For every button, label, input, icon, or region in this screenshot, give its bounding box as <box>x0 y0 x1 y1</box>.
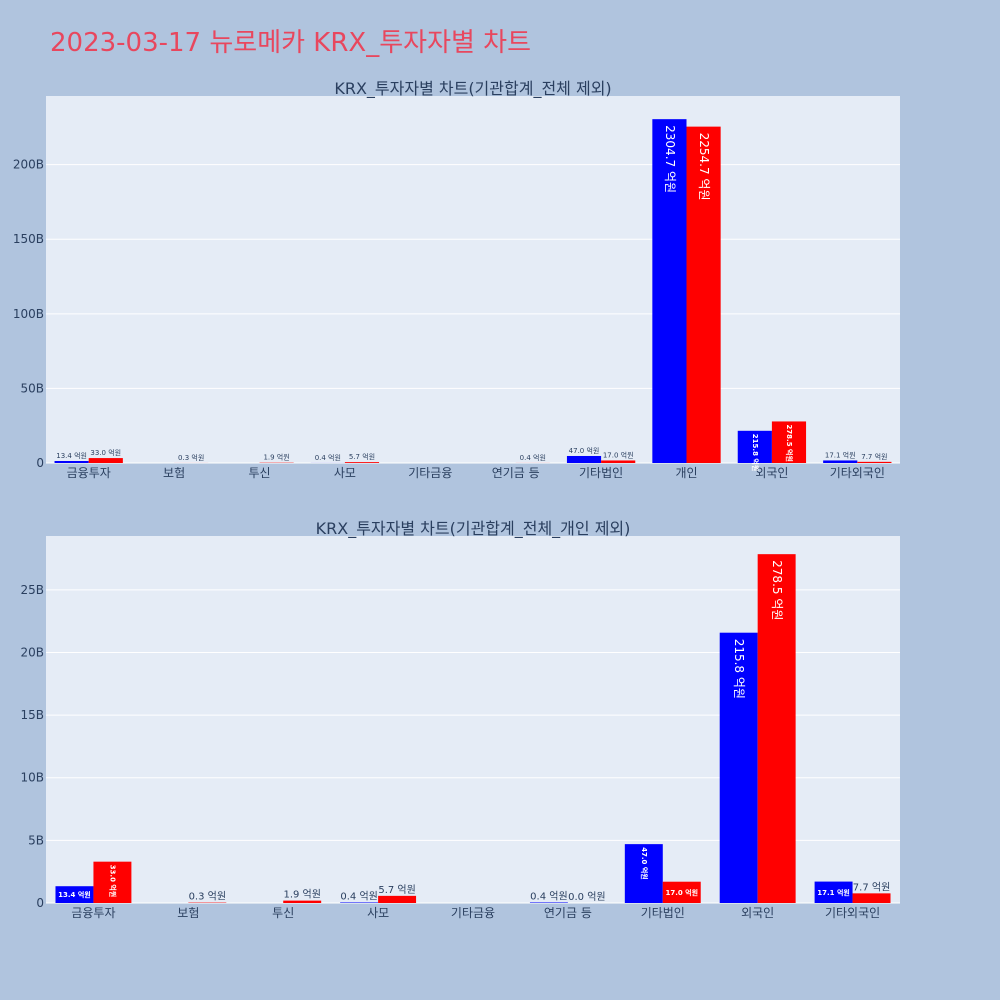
bar-data-label: 47.0 억원 <box>569 446 600 455</box>
x-tick-label: 외국인 <box>741 906 774 920</box>
bar-data-label: 0.3 억원 <box>178 453 204 462</box>
bar-data-label: 1.9 억원 <box>283 889 320 901</box>
bar <box>529 902 568 903</box>
bar-data-label: 17.0 억원 <box>603 450 634 459</box>
bar <box>662 881 701 903</box>
bar <box>340 902 379 903</box>
bar-data-label: 0.4 억원 <box>520 453 546 462</box>
x-tick-label: 기타금융 <box>408 466 452 480</box>
bar-data-label: 13.4 억원 <box>58 890 91 899</box>
x-tick-label: 투신 <box>272 906 294 920</box>
x-tick-label: 투신 <box>248 466 270 480</box>
page-title: 2023-03-17 뉴로메카 KRX_투자자별 차트 <box>50 28 532 58</box>
bar <box>54 461 89 463</box>
bar <box>378 895 417 903</box>
bar-data-label: 47.0 억원 <box>640 847 649 880</box>
bar-data-label: 215.8 억원 <box>732 639 746 699</box>
x-tick-label: 사모 <box>367 906 389 920</box>
bar <box>814 881 853 903</box>
bar <box>566 455 602 463</box>
bar <box>771 421 807 463</box>
y-tick-label: 150B <box>13 232 44 246</box>
bar-data-label: 5.7 억원 <box>378 884 415 896</box>
x-tick-label: 금융투자 <box>67 466 111 480</box>
bar-data-label: 33.0 억원 <box>108 865 117 898</box>
bar <box>601 460 636 463</box>
x-tick-label: 연기금 등 <box>544 906 592 920</box>
bar <box>88 458 123 463</box>
x-tick-label: 기타법인 <box>641 906 685 920</box>
x-tick-label: 금융투자 <box>71 906 115 920</box>
bar-data-label: 0.4 억원 <box>530 890 567 902</box>
bar-data-label: 0.4 억원 <box>340 890 377 902</box>
bar <box>757 554 796 903</box>
bar <box>852 893 891 903</box>
bar-data-label: 13.4 억원 <box>56 451 87 460</box>
bar-data-label: 5.7 억원 <box>349 452 375 461</box>
bar <box>737 430 772 463</box>
bar <box>93 861 132 903</box>
bar <box>857 461 892 463</box>
y-tick-label: 0 <box>36 896 44 910</box>
y-tick-label: 100B <box>13 307 44 321</box>
x-tick-label: 사모 <box>334 466 356 480</box>
bar-data-label: 17.0 억원 <box>665 888 698 897</box>
x-tick-label: 연기금 등 <box>492 466 540 480</box>
bar-data-label: 0.0 억원 <box>568 891 605 903</box>
x-tick-label: 보험 <box>163 466 185 480</box>
bar-data-label: 278.5 억원 <box>785 424 794 461</box>
x-tick-label: 외국인 <box>755 466 788 480</box>
bar-data-label: 17.1 억원 <box>825 450 856 459</box>
bar-data-label: 2254.7 억원 <box>697 133 711 201</box>
bar-data-label: 33.0 억원 <box>90 448 121 457</box>
y-tick-label: 20B <box>20 645 44 659</box>
chart-panel-2: 0 5B 10B 15B 20B 25B KRX_투자자별 차트(기관합계_전체_개인 제외… <box>20 519 900 920</box>
bar <box>283 900 322 903</box>
y-tick-label: 15B <box>20 708 44 722</box>
bar <box>719 632 758 903</box>
bar <box>624 844 663 903</box>
bar <box>686 126 721 464</box>
chart-title: KRX_투자자별 차트(기관합계_전체_개인 제외) <box>316 519 631 539</box>
y-tick-label: 10B <box>20 771 44 785</box>
y-tick-label: 50B <box>20 381 44 395</box>
bar-data-label: 215.8 억원 <box>751 434 760 471</box>
x-tick-label: 기타법인 <box>579 466 623 480</box>
bar-data-label: 2304.7 억원 <box>663 125 677 193</box>
bar <box>652 119 687 464</box>
y-tick-label: 0 <box>36 456 44 470</box>
bar-data-label: 278.5 억원 <box>770 560 784 620</box>
bar-data-label: 7.7 억원 <box>853 881 890 893</box>
x-tick-label: 보험 <box>177 906 199 920</box>
chart-panel-1: 0 50B 100B 150B 200B KRX_투자자별 차트(기관합계_전체 제외) 금… <box>13 79 900 480</box>
plot-area <box>46 96 900 463</box>
bar <box>823 460 858 463</box>
bar-data-label: 0.4 억원 <box>315 453 341 462</box>
bar-data-label: 0.3 억원 <box>189 891 226 903</box>
bar-data-label: 7.7 억원 <box>861 452 887 461</box>
bar <box>344 462 380 463</box>
bar-data-label: 17.1 억원 <box>817 888 850 897</box>
y-tick-label: 200B <box>13 158 44 172</box>
x-tick-label: 기타외국인 <box>830 466 885 480</box>
x-tick-label: 기타금융 <box>451 906 495 920</box>
x-tick-label: 개인 <box>675 466 697 480</box>
x-tick-label: 기타외국인 <box>825 906 880 920</box>
y-tick-label: 25B <box>20 583 44 597</box>
chart-title: KRX_투자자별 차트(기관합계_전체 제외) <box>334 79 611 99</box>
bar <box>55 886 94 903</box>
bar-data-label: 1.9 억원 <box>263 453 289 462</box>
y-tick-label: 5B <box>28 833 44 847</box>
